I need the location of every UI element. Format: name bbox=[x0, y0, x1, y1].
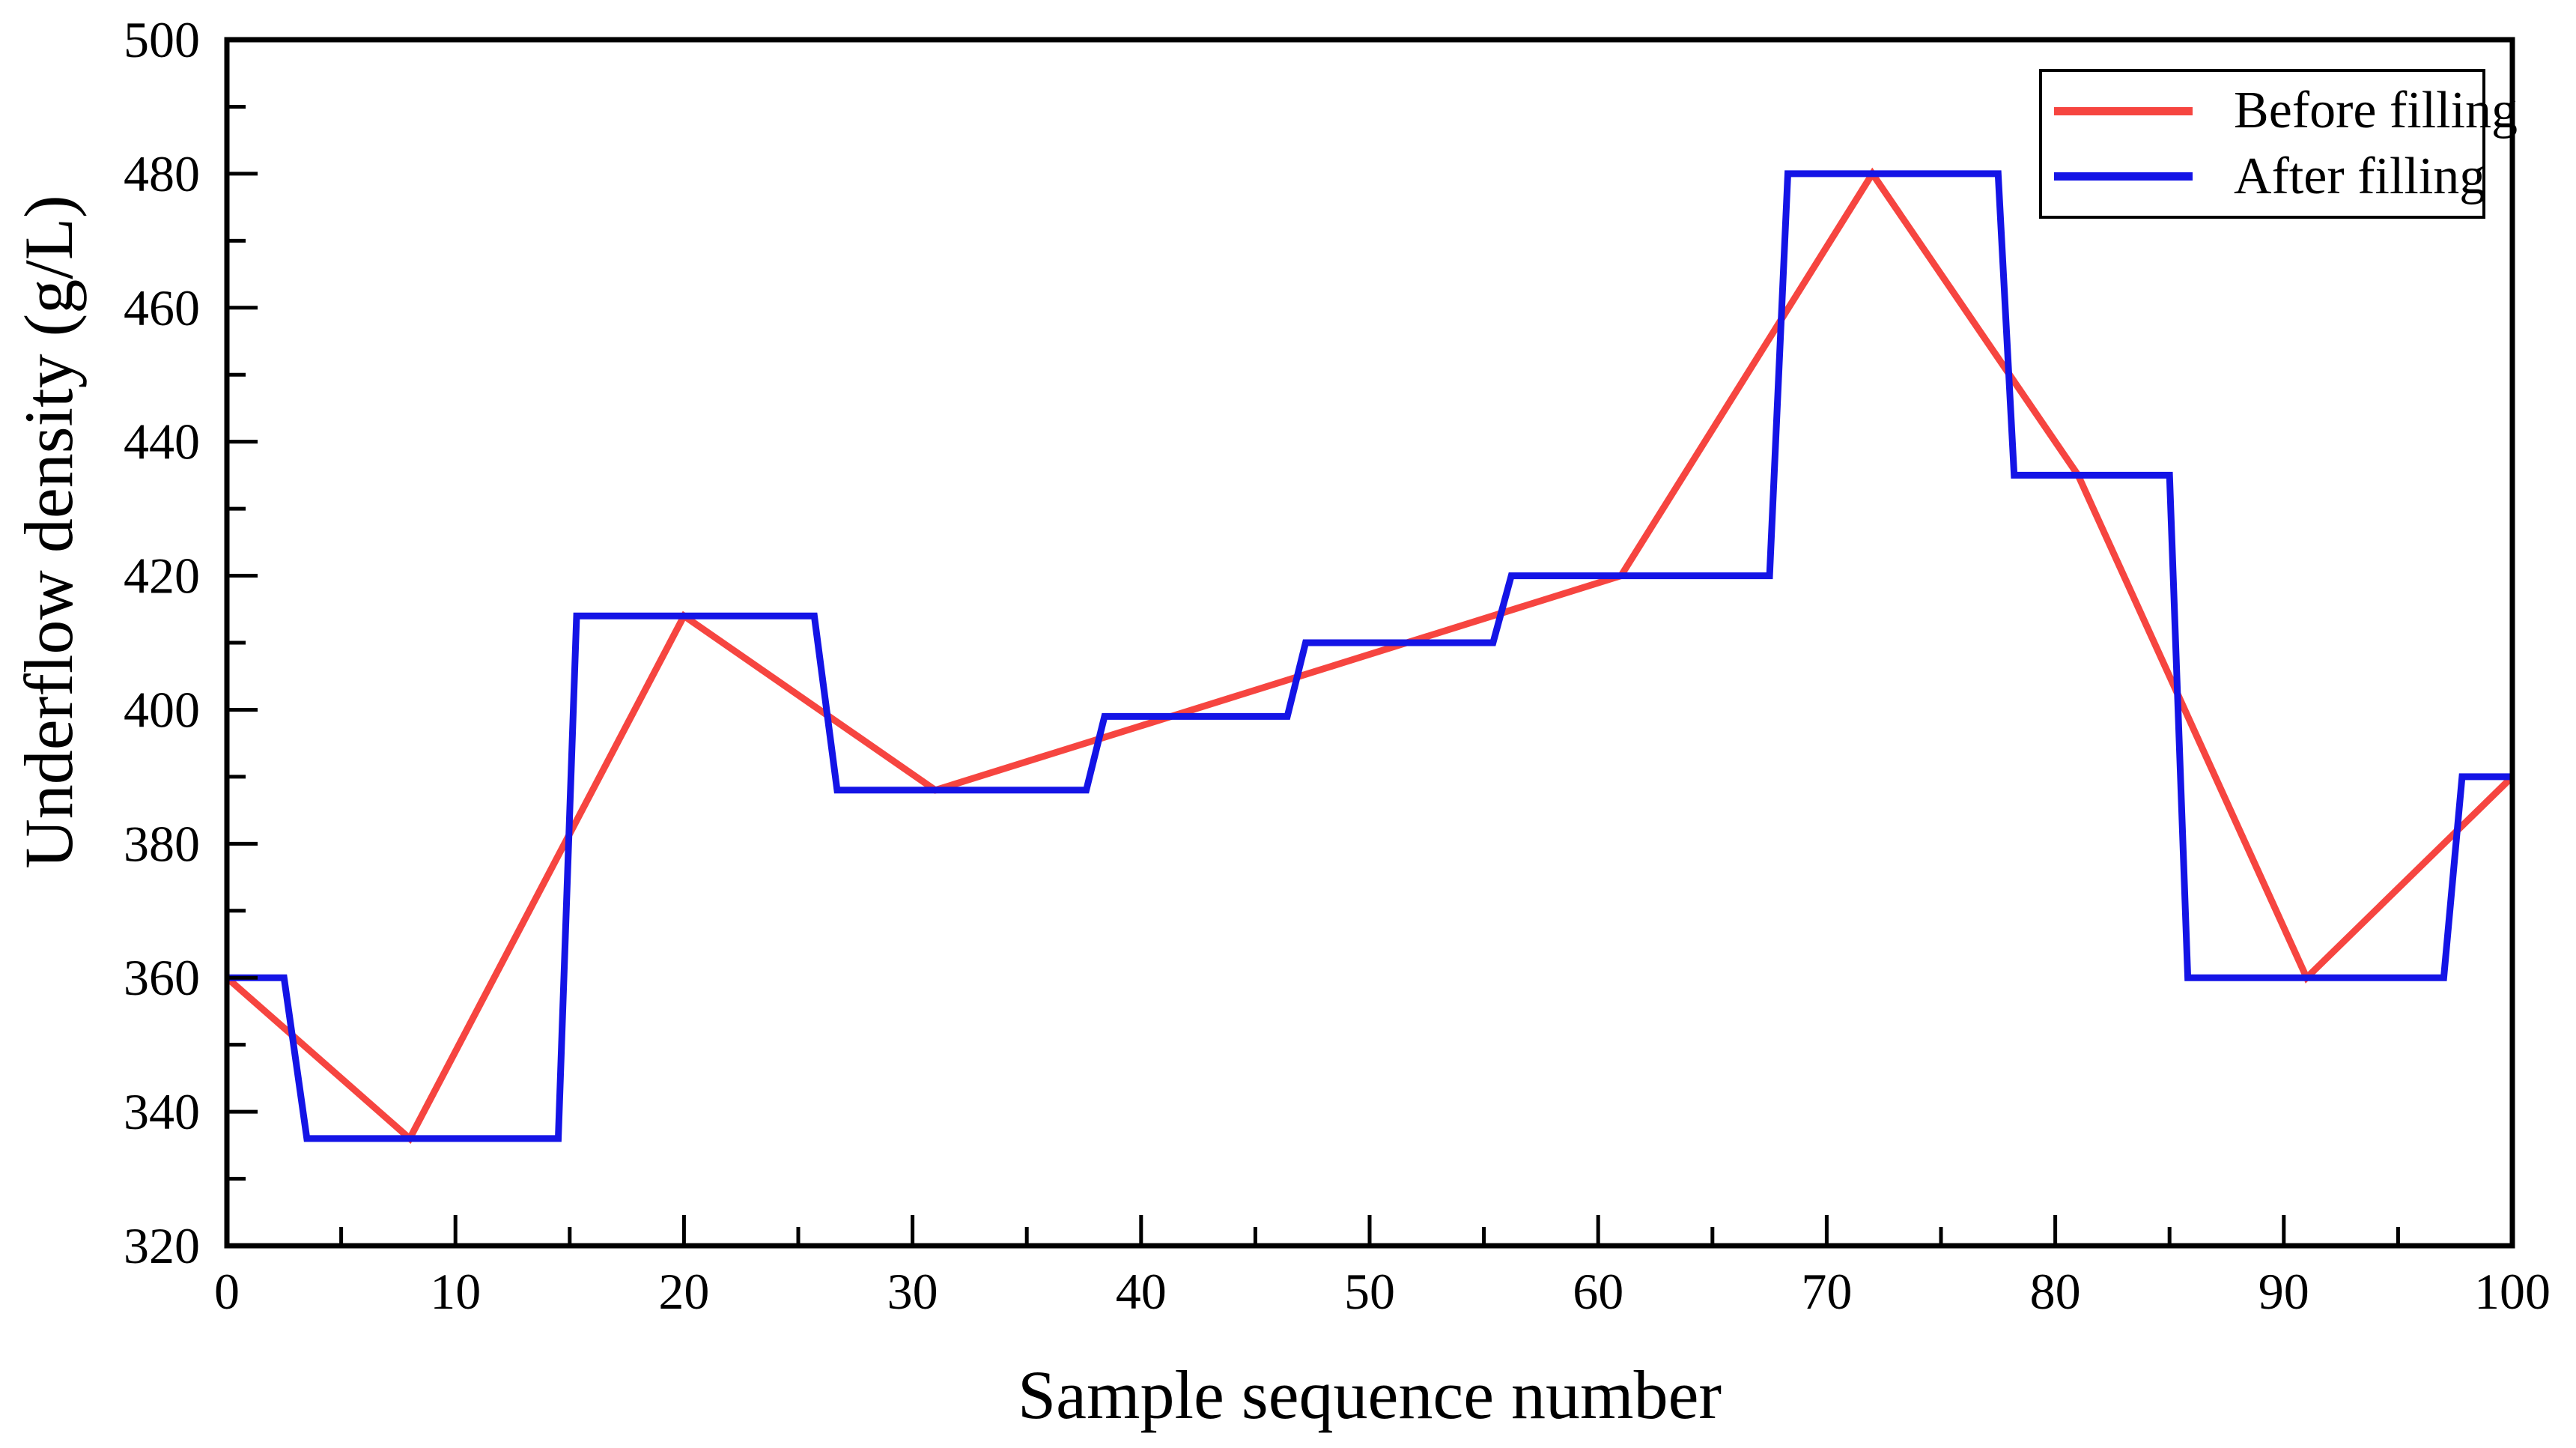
legend-item-after-filling: After filling bbox=[2054, 147, 2486, 205]
x-tick-label: 50 bbox=[1344, 1263, 1395, 1320]
x-tick-label: 70 bbox=[1801, 1263, 1852, 1320]
y-tick-label: 440 bbox=[124, 414, 200, 470]
x-axis-title: Sample sequence number bbox=[1018, 1357, 1722, 1433]
x-tick-label: 100 bbox=[2474, 1263, 2551, 1320]
blue-line-sample-icon bbox=[2054, 172, 2193, 181]
legend-item-before-filling: Before filling bbox=[2054, 85, 2518, 137]
legend-label-after-filling: After filling bbox=[2234, 147, 2486, 205]
y-tick-label: 500 bbox=[124, 11, 200, 68]
y-tick-label: 340 bbox=[124, 1083, 200, 1140]
series-line-before-filling bbox=[225, 167, 2515, 1145]
y-tick-label: 480 bbox=[124, 145, 200, 202]
x-tick-label: 20 bbox=[658, 1263, 709, 1320]
x-tick-label: 30 bbox=[887, 1263, 938, 1320]
plot-frame bbox=[224, 37, 2515, 1249]
x-tick-label: 10 bbox=[430, 1263, 481, 1320]
legend: Before filling After filling bbox=[2039, 69, 2518, 219]
y-tick-label: 360 bbox=[124, 949, 200, 1006]
y-tick-label: 320 bbox=[124, 1217, 200, 1274]
x-tick-label: 90 bbox=[2258, 1263, 2309, 1320]
y-tick-label: 400 bbox=[124, 681, 200, 738]
legend-label-before-filling: Before filling bbox=[2234, 82, 2518, 140]
y-axis-title: Underflow density (g/L) bbox=[10, 195, 87, 868]
y-tick-label: 460 bbox=[124, 279, 200, 336]
x-tick-label: 0 bbox=[214, 1263, 240, 1320]
series-line-after-filling bbox=[227, 170, 2512, 1142]
x-tick-label: 80 bbox=[2030, 1263, 2081, 1320]
red-line-sample-icon bbox=[2054, 106, 2193, 115]
x-tick-label: 60 bbox=[1573, 1263, 1623, 1320]
y-tick-label: 380 bbox=[124, 815, 200, 872]
y-tick-label: 420 bbox=[124, 548, 200, 605]
x-tick-label: 40 bbox=[1116, 1263, 1167, 1320]
